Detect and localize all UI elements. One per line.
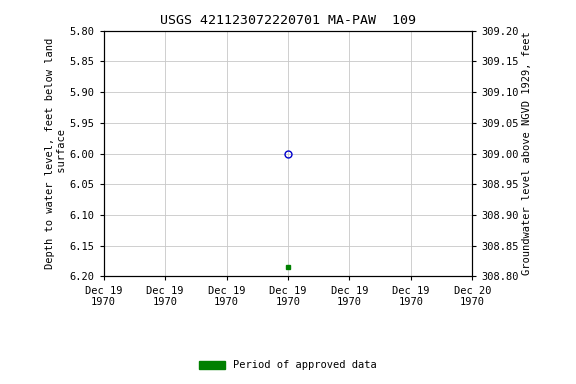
Title: USGS 421123072220701 MA-PAW  109: USGS 421123072220701 MA-PAW 109 bbox=[160, 14, 416, 27]
Y-axis label: Depth to water level, feet below land
 surface: Depth to water level, feet below land su… bbox=[46, 38, 67, 269]
Y-axis label: Groundwater level above NGVD 1929, feet: Groundwater level above NGVD 1929, feet bbox=[522, 32, 532, 275]
Legend: Period of approved data: Period of approved data bbox=[195, 356, 381, 374]
